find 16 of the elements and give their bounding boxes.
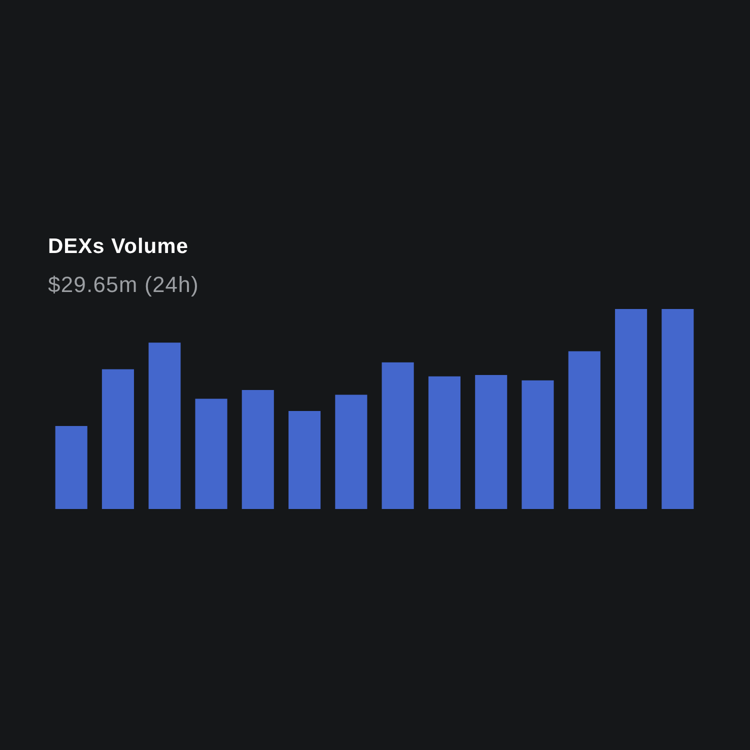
bar [335,394,368,509]
bar [242,390,274,509]
bar [428,376,460,509]
bar [662,309,694,509]
bar [568,351,600,509]
chart-title: DEXs Volume [48,235,188,259]
bar [475,375,508,509]
bar [55,426,88,509]
bar [148,342,181,509]
bar [102,369,134,509]
bar [195,398,228,509]
bar [615,309,648,509]
chart-subtitle: $29.65m (24h) [48,272,199,298]
bar [382,362,414,509]
bar [288,411,321,509]
bar [522,380,554,509]
